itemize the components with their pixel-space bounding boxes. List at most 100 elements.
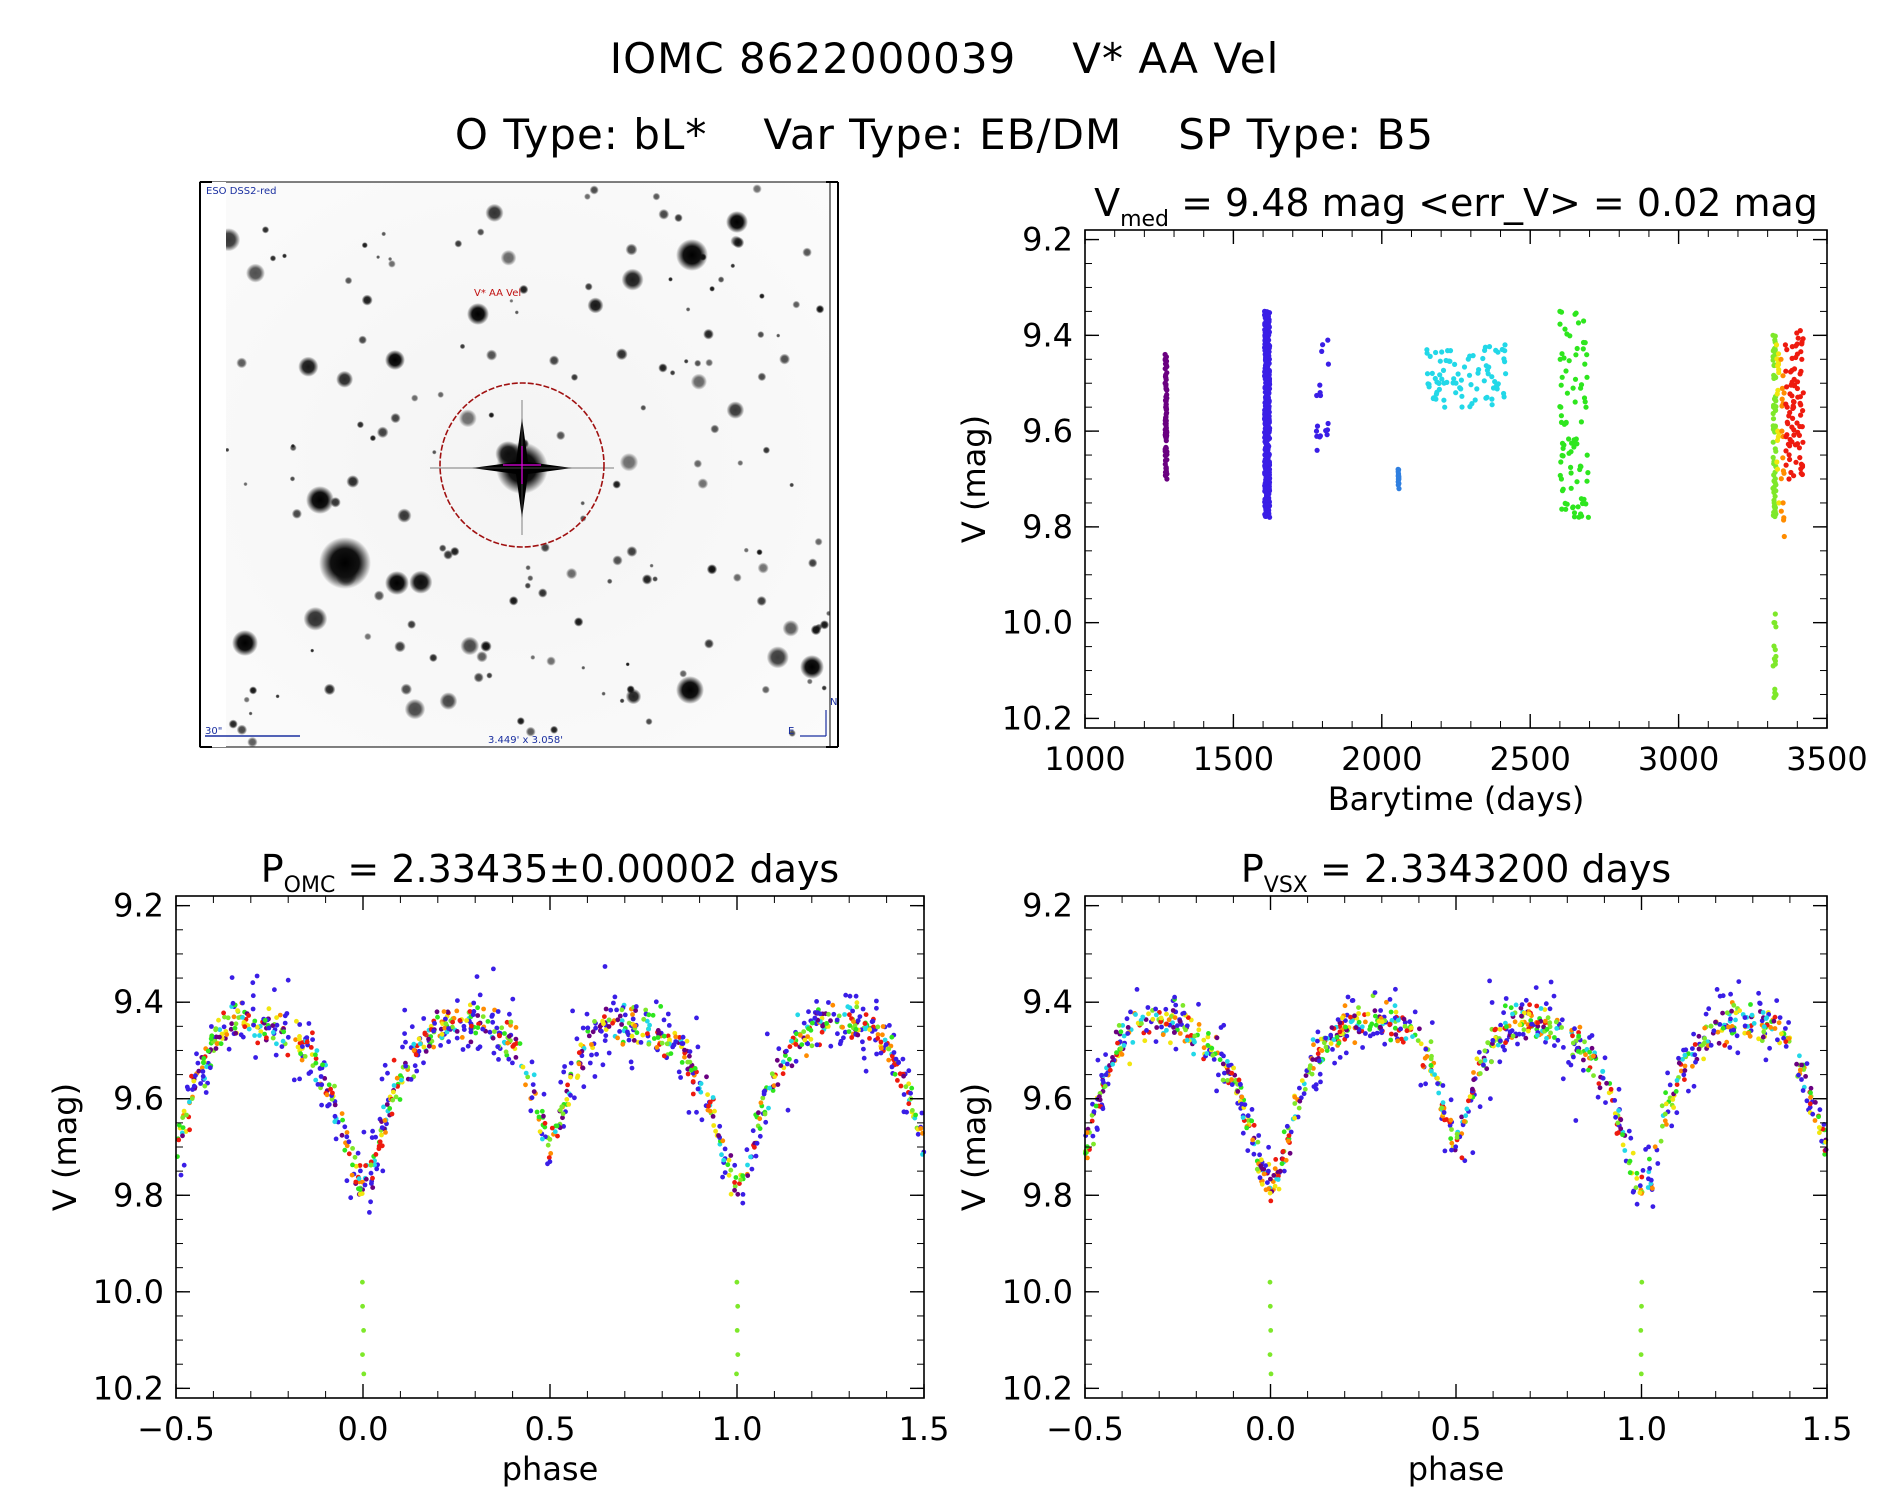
data-point [473, 1030, 479, 1036]
outlier-point [1638, 1371, 1644, 1377]
finder-star [619, 453, 639, 472]
data-point [1229, 1082, 1235, 1087]
data-point [874, 1005, 879, 1011]
finder-star [476, 651, 488, 663]
data-point [1581, 1067, 1586, 1073]
data-point [344, 1178, 350, 1184]
data-point [274, 1015, 279, 1020]
data-point [1393, 1009, 1399, 1015]
data-point [1772, 647, 1778, 653]
data-point [1192, 1033, 1198, 1039]
outlier-point [735, 1303, 741, 1309]
object-id: IOMC 8622000039 [609, 34, 1017, 83]
data-point [1728, 1016, 1733, 1022]
finder-star [509, 298, 514, 303]
data-point [1170, 1008, 1176, 1013]
data-point [673, 1034, 679, 1040]
data-point [826, 1011, 831, 1017]
data-point [1468, 382, 1474, 388]
data-point [1457, 385, 1463, 391]
data-point [357, 1191, 363, 1197]
data-point [1691, 1083, 1697, 1089]
finder-star [826, 610, 830, 617]
data-point [1437, 372, 1443, 378]
data-point [523, 1082, 528, 1088]
data-point [1482, 347, 1488, 353]
data-point [1368, 1024, 1373, 1029]
data-point [191, 1078, 197, 1084]
data-point [653, 999, 659, 1005]
data-point [1257, 1175, 1263, 1181]
data-point [845, 1004, 851, 1010]
data-point [1262, 434, 1268, 440]
data-point [1497, 1059, 1503, 1065]
finder-star [757, 331, 765, 339]
data-point [728, 1191, 734, 1197]
data-point [1363, 1031, 1368, 1036]
data-point [580, 1065, 586, 1071]
data-point [775, 1082, 781, 1087]
data-point [1783, 1039, 1789, 1045]
data-point [1214, 1088, 1219, 1094]
data-point [1737, 1008, 1742, 1013]
data-point [1102, 1083, 1108, 1089]
finder-star [537, 588, 548, 598]
data-point [184, 1112, 189, 1118]
data-point [1272, 1183, 1278, 1189]
data-point [1783, 368, 1789, 374]
data-point [357, 1163, 363, 1168]
data-point [370, 1185, 376, 1190]
data-point [326, 1102, 332, 1107]
finder-north-label: N [830, 697, 837, 708]
data-point [1662, 1111, 1668, 1117]
data-point [314, 1048, 320, 1053]
data-point [1643, 1147, 1648, 1152]
data-point [298, 1040, 304, 1046]
data-point [853, 993, 859, 999]
data-point [891, 1050, 897, 1055]
data-point [445, 1009, 451, 1015]
data-point [1392, 1025, 1398, 1031]
finder-star [694, 359, 702, 367]
data-point [313, 1060, 319, 1066]
data-point [801, 1020, 807, 1026]
data-point [828, 1043, 834, 1049]
data-point [1584, 374, 1590, 380]
data-point [690, 1091, 696, 1097]
data-point [1634, 1201, 1640, 1207]
x-tick-label: 1.5 [899, 1410, 950, 1448]
data-point [1627, 1158, 1633, 1164]
data-point [1124, 1016, 1130, 1022]
data-point [814, 1042, 820, 1048]
data-point [1265, 351, 1271, 357]
data-point [1543, 1039, 1548, 1045]
data-point [851, 1019, 856, 1024]
data-point [1510, 1011, 1515, 1017]
data-point [431, 1028, 436, 1034]
finder-star [291, 508, 302, 519]
data-point [1799, 462, 1806, 468]
outlier-point [1267, 1352, 1273, 1357]
data-point [603, 1027, 609, 1032]
data-point [631, 1038, 637, 1043]
data-point [1328, 1032, 1334, 1038]
plot-title-rest: = 2.33435±0.00002 days [335, 847, 839, 891]
data-point [1681, 1072, 1687, 1078]
data-point [1648, 1177, 1654, 1183]
finder-star [730, 263, 736, 269]
data-point [554, 1123, 560, 1129]
data-point [1263, 331, 1269, 337]
data-point [1481, 1062, 1486, 1068]
data-point [471, 1000, 477, 1006]
data-point [1372, 1008, 1378, 1014]
data-point [1356, 1005, 1361, 1010]
data-point [1724, 1010, 1730, 1016]
data-point [1448, 1136, 1454, 1141]
data-point [1671, 1105, 1676, 1110]
data-point [1504, 1024, 1509, 1030]
data-point [726, 1172, 732, 1178]
data-point [647, 1022, 652, 1028]
data-point [1474, 386, 1480, 392]
data-point [901, 1073, 906, 1079]
finder-bright-star [306, 486, 334, 514]
